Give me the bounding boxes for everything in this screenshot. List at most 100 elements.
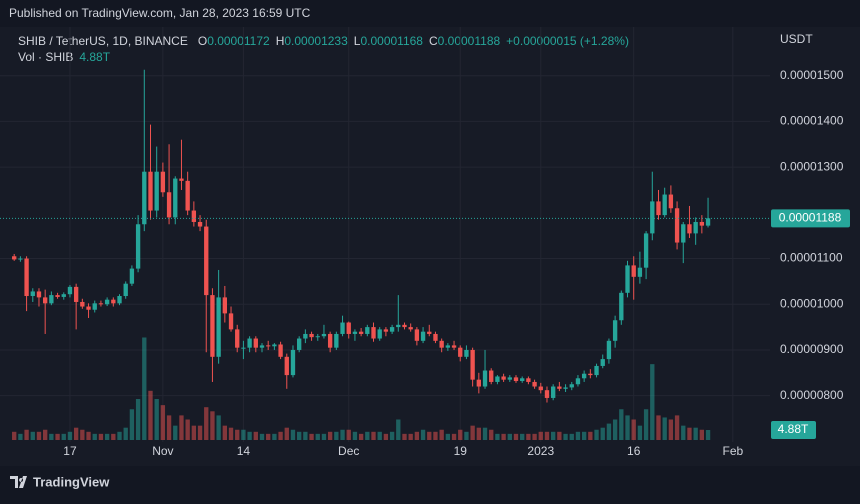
volume-bar xyxy=(197,425,203,440)
volume-bar xyxy=(278,431,283,440)
candle-body xyxy=(408,327,413,330)
candle-body xyxy=(154,171,159,211)
volume-bar xyxy=(681,425,686,440)
candle-body xyxy=(389,327,395,332)
candle-body xyxy=(24,258,29,297)
candle-body xyxy=(693,221,698,234)
volume-bar xyxy=(98,433,104,440)
volume-bar xyxy=(489,429,494,440)
x-tick-label: Dec xyxy=(338,444,359,458)
candle-body xyxy=(104,299,110,305)
candle-body xyxy=(185,180,190,211)
volume-legend: Vol · SHIB 4.88T xyxy=(18,50,111,64)
volume-bar xyxy=(235,429,240,440)
volume-bar xyxy=(668,419,674,440)
volume-bar xyxy=(166,415,172,440)
candle-body xyxy=(643,233,649,268)
volume-label: 4.88T xyxy=(778,422,809,436)
candle-body xyxy=(581,373,587,379)
volume-bar xyxy=(30,431,35,440)
volume-bar xyxy=(204,407,209,440)
volume-bar xyxy=(544,431,550,440)
candle-body xyxy=(383,329,389,332)
volume-bar xyxy=(495,433,500,440)
candle-body xyxy=(699,221,705,226)
candle-body xyxy=(228,313,234,330)
candle-body xyxy=(358,331,364,334)
volume-bar xyxy=(309,433,314,440)
currency: USDT xyxy=(780,32,813,46)
volume-bar xyxy=(408,433,413,440)
candle-body xyxy=(241,347,246,349)
candle-body xyxy=(619,292,624,321)
volume-bar xyxy=(49,433,54,440)
volume-label-box xyxy=(771,420,816,439)
candle-body xyxy=(179,178,184,181)
volume-bar xyxy=(396,419,401,440)
candle-body xyxy=(73,286,79,302)
volume-bar xyxy=(600,427,605,440)
candle-body xyxy=(557,386,562,389)
symbol: SHIB / TetherUS, 1D, BINANCE xyxy=(18,34,188,48)
candle-body xyxy=(309,333,314,338)
x-tick-label: 2023 xyxy=(527,444,554,458)
candle-body xyxy=(61,294,66,297)
x-tick-label: Feb xyxy=(722,444,743,458)
volume-bar xyxy=(420,429,426,440)
ohlc-value: 0.00001168 xyxy=(360,34,423,48)
ohlc-value: 0.00001188 xyxy=(438,34,501,48)
candle-body xyxy=(321,333,327,337)
volume-bar xyxy=(612,419,618,440)
candle-body xyxy=(507,377,512,380)
volume-bar xyxy=(637,425,643,440)
candle-body xyxy=(123,283,128,297)
candle-body xyxy=(501,376,506,380)
candle-body xyxy=(631,265,636,277)
x-tick-label: Nov xyxy=(152,444,173,458)
candle-body xyxy=(414,329,420,341)
x-tick-label: 17 xyxy=(63,444,77,458)
candle-body xyxy=(495,376,500,382)
volume-bar xyxy=(210,411,215,440)
candle-body xyxy=(43,297,48,304)
volume-bar xyxy=(142,337,147,440)
volume-bar xyxy=(315,433,320,440)
volume-bar xyxy=(389,431,395,440)
volume-bar xyxy=(581,431,587,440)
candle-body xyxy=(575,378,581,385)
candle-body xyxy=(470,349,475,380)
volume-bar xyxy=(129,409,135,440)
candle-body xyxy=(526,378,531,382)
candle-body xyxy=(235,329,240,348)
brand-logo xyxy=(10,476,27,488)
candle-body xyxy=(668,194,674,209)
candle-body xyxy=(476,379,481,387)
volume-bar xyxy=(402,433,407,440)
volume-bar xyxy=(606,423,612,440)
volume-bar xyxy=(259,433,265,440)
candle-body xyxy=(12,256,17,260)
volume-bar xyxy=(569,433,574,440)
y-tick-label: 0.00000800 xyxy=(780,388,844,402)
volume-bar xyxy=(92,433,97,440)
candle-body xyxy=(222,297,227,314)
volume-bar xyxy=(352,431,358,440)
volume-bar xyxy=(222,425,227,440)
volume-bar xyxy=(674,415,680,440)
candle-body xyxy=(303,333,308,339)
candle-body xyxy=(327,333,333,348)
candle-body xyxy=(445,345,451,348)
volume-bar xyxy=(297,431,302,440)
volume-bar xyxy=(414,431,420,440)
y-tick-label: 0.00001500 xyxy=(780,68,844,82)
volume-bar xyxy=(532,433,537,440)
price-label-box xyxy=(771,209,850,228)
volume-bar xyxy=(327,431,333,440)
candle-body xyxy=(80,301,85,307)
candle-body xyxy=(98,303,104,305)
volume-bar xyxy=(476,427,481,440)
volume-bar xyxy=(228,427,234,440)
volume-bar xyxy=(290,429,296,440)
candle-body xyxy=(563,387,568,389)
